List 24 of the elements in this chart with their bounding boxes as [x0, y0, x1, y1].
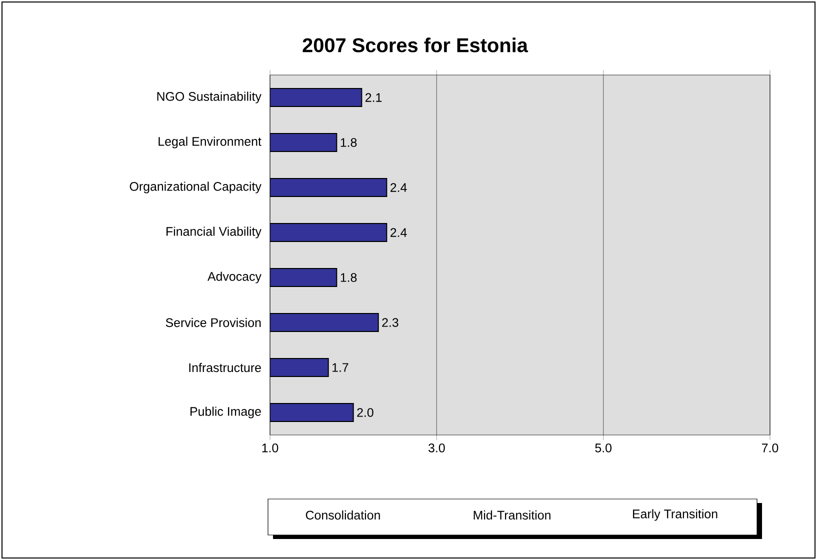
- x-tick-label: 7.0: [762, 444, 778, 452]
- text: Mid-Transition: [474, 510, 550, 520]
- y-tick-label: Infrastructure: [189, 362, 261, 372]
- y-tick-label: Legal Environment: [158, 136, 262, 148]
- data-label: 2.4: [390, 228, 407, 237]
- y-tick-label: Public Image: [190, 406, 261, 418]
- text: Early Transition: [633, 509, 718, 521]
- y-tick-label: Service Provision: [166, 318, 261, 328]
- x-tick-label: 3.0: [428, 444, 445, 452]
- x-tick-label: 5.0: [595, 444, 612, 452]
- data-label: 2.4: [390, 183, 407, 192]
- y-tick-label: Organizational Capacity: [130, 182, 262, 194]
- data-label: 1.8: [340, 273, 357, 282]
- chart-title: 2007 Scores for Estonia: [302, 38, 528, 52]
- x-tick-label: 1.0: [262, 444, 278, 452]
- data-label: 2.3: [382, 318, 398, 327]
- y-tick-label: Financial Viability: [166, 226, 262, 238]
- data-label: 2.0: [357, 408, 374, 417]
- data-label: 1.8: [340, 138, 357, 147]
- y-tick-label: Advocacy: [208, 272, 262, 284]
- y-tick-label: NGO Sustainability: [157, 92, 262, 104]
- data-label: 1.7: [332, 363, 348, 372]
- text: Consolidation: [306, 510, 380, 520]
- data-label: 2.1: [365, 93, 382, 102]
